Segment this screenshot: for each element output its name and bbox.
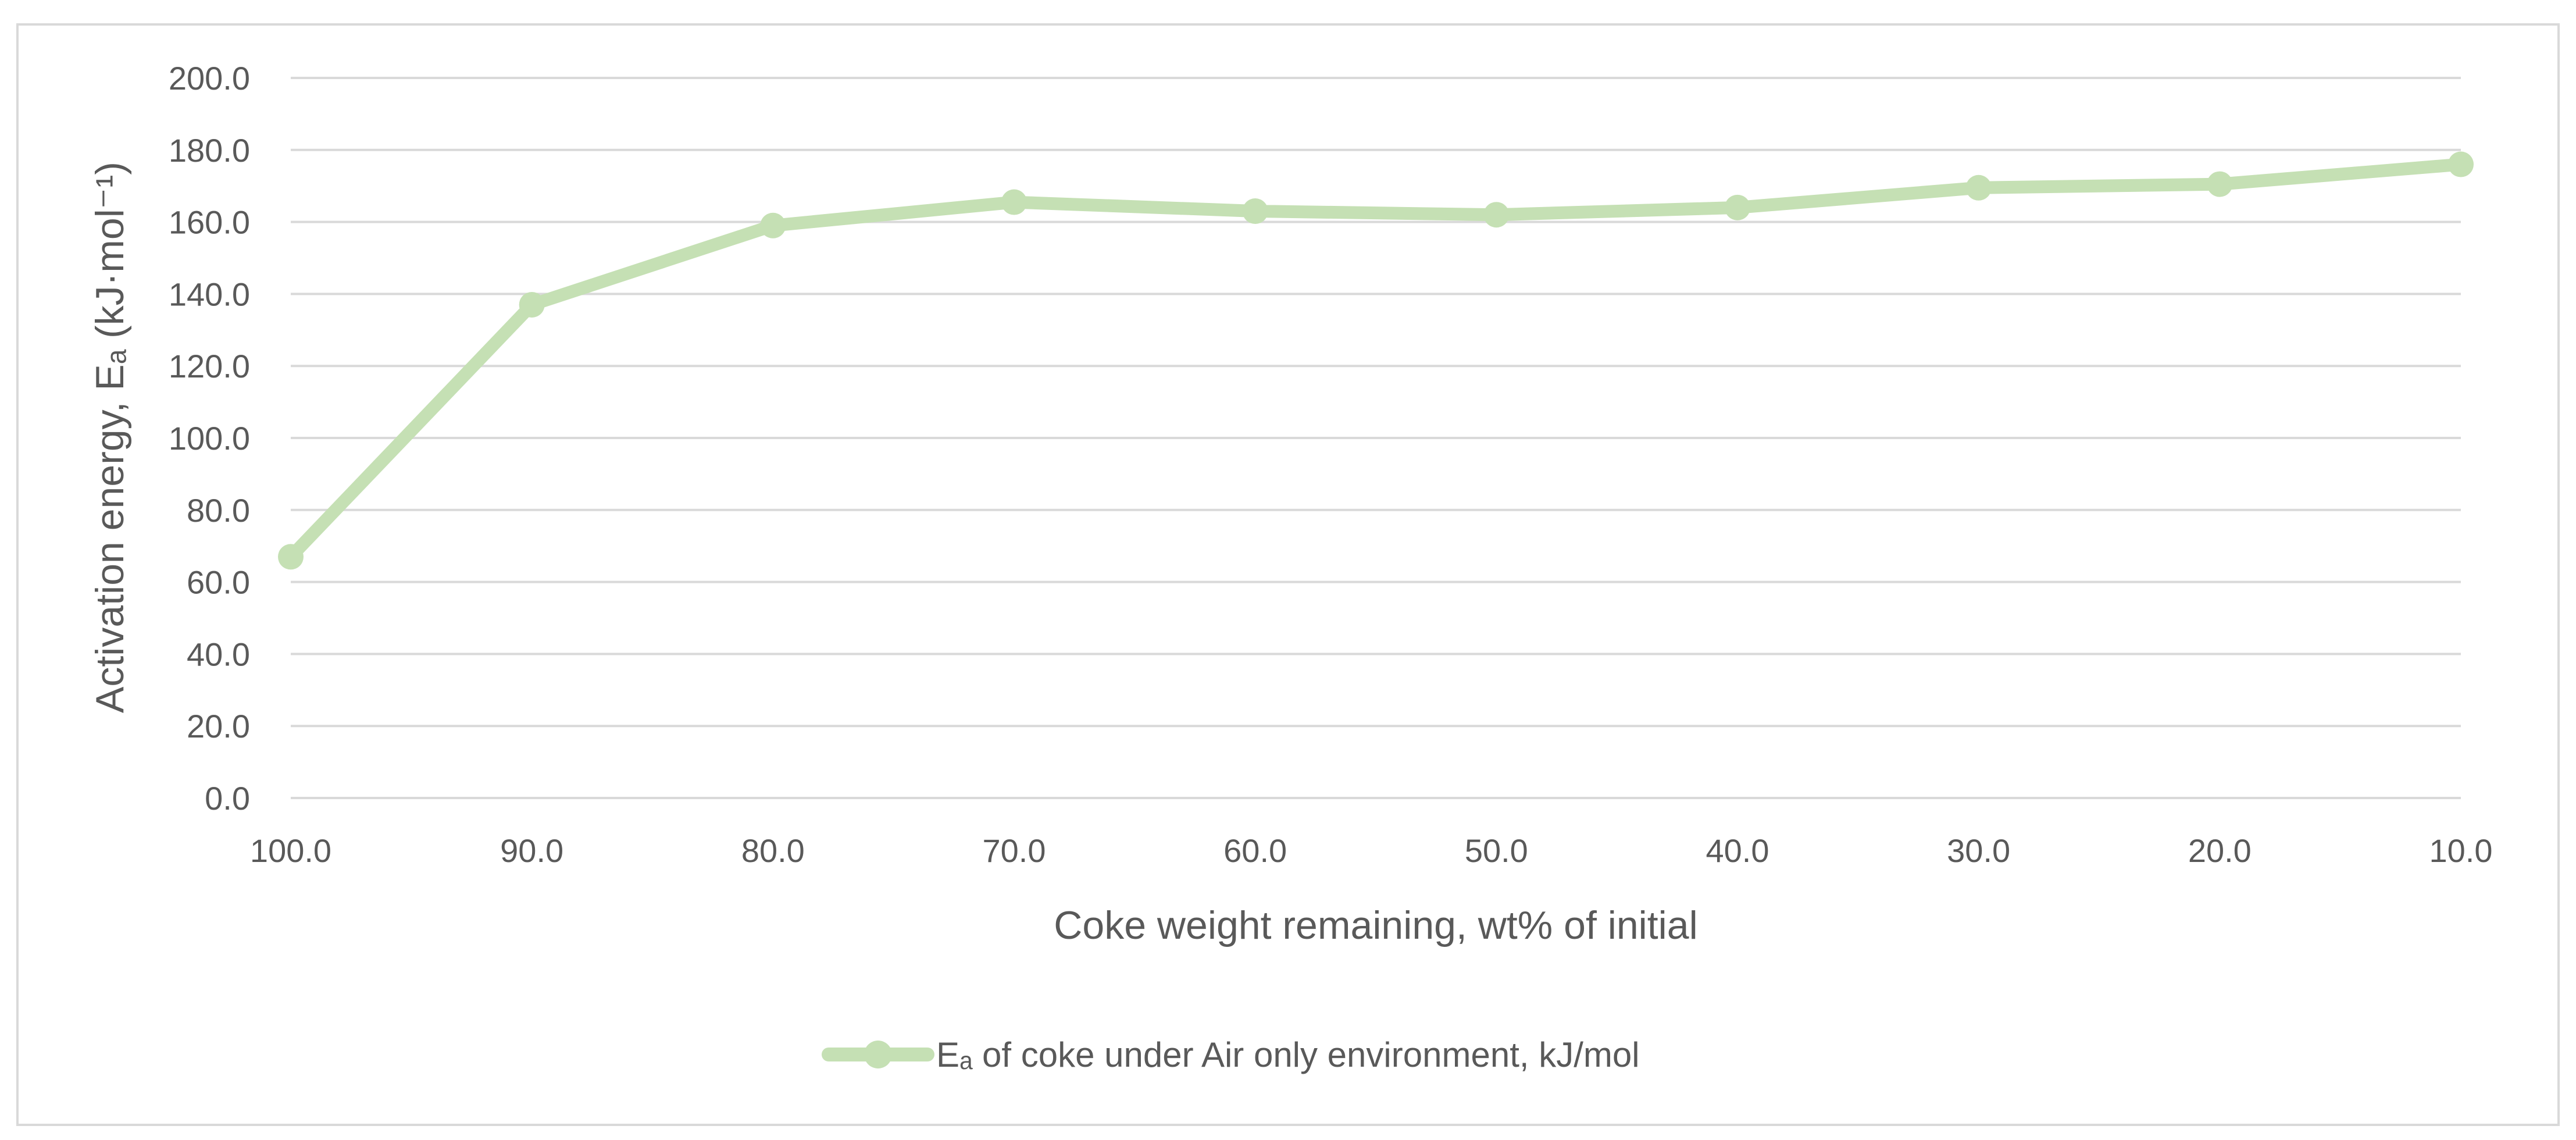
y-tick-label: 0.0	[205, 780, 250, 817]
data-point	[2448, 151, 2474, 177]
data-point	[1965, 174, 1992, 201]
y-tick-label: 200.0	[169, 60, 250, 97]
x-tick-label: 50.0	[1465, 832, 1528, 869]
y-tick-label: 120.0	[169, 348, 250, 384]
y-tick-label: 180.0	[169, 132, 250, 169]
data-point	[760, 212, 786, 238]
series-line	[284, 158, 2467, 564]
x-tick-label: 90.0	[500, 832, 563, 869]
x-tick-label: 40.0	[1706, 832, 1769, 869]
x-tick-label: 60.0	[1223, 832, 1287, 869]
series-layer	[278, 151, 2474, 570]
y-tick-label: 160.0	[169, 204, 250, 241]
y-axis-title: Activation energy, Eₐ (kJ·mol⁻¹)	[88, 162, 132, 713]
x-tick-label: 20.0	[2188, 832, 2252, 869]
x-tick-label: 30.0	[1947, 832, 2010, 869]
y-tick-label: 100.0	[169, 420, 250, 457]
legend: Eₐ of coke under Air only environment, k…	[822, 1035, 1640, 1074]
x-tick-label: 10.0	[2429, 832, 2493, 869]
data-point	[2207, 171, 2233, 197]
data-point	[519, 291, 545, 318]
y-tick-label: 80.0	[187, 492, 250, 529]
x-axis-tick-labels: 100.0 90.0 80.0 70.0 60.0 50.0 40.0 30.0 20.0 10.…	[250, 832, 2493, 869]
data-point	[278, 544, 304, 570]
x-tick-label: 100.0	[250, 832, 331, 869]
data-point	[1483, 202, 1510, 228]
y-axis-tick-labels: 0.0 20.0 40.0 60.0 80.0 100.0 120.0 140.0 160.0 1…	[169, 60, 250, 817]
gridlines	[291, 77, 2461, 799]
x-tick-label: 70.0	[983, 832, 1046, 869]
data-point	[1001, 189, 1027, 215]
data-point	[1725, 194, 1750, 220]
x-axis-title: Coke weight remaining, wt% of initial	[1054, 903, 1697, 947]
legend-label: Eₐ of coke under Air only environment, k…	[936, 1035, 1640, 1074]
data-point	[1242, 198, 1268, 225]
legend-point-marker	[864, 1041, 892, 1068]
y-tick-label: 20.0	[187, 708, 250, 744]
y-tick-label: 60.0	[187, 564, 250, 601]
y-tick-label: 140.0	[169, 276, 250, 312]
x-tick-label: 80.0	[741, 832, 805, 869]
y-tick-label: 40.0	[187, 636, 250, 672]
